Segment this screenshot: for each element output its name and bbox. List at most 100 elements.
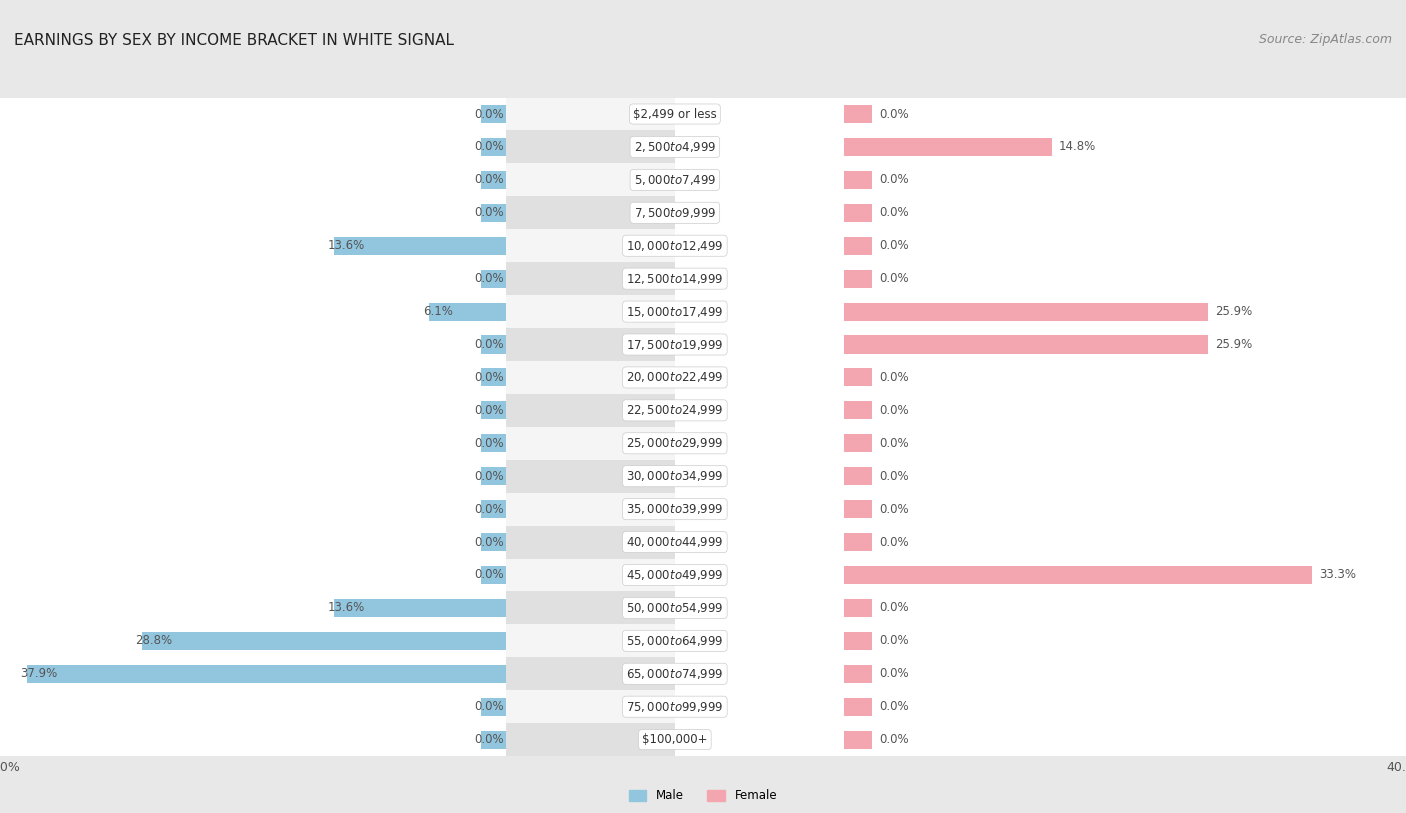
- Bar: [844, 105, 872, 123]
- Bar: [0, 592, 675, 624]
- Text: 0.0%: 0.0%: [879, 733, 908, 746]
- Bar: [844, 270, 872, 288]
- Text: 0.0%: 0.0%: [879, 667, 908, 680]
- Text: 0.0%: 0.0%: [879, 107, 908, 120]
- Bar: [844, 500, 872, 518]
- Bar: [844, 599, 872, 617]
- Text: 14.8%: 14.8%: [1059, 141, 1095, 154]
- Text: 13.6%: 13.6%: [328, 239, 366, 252]
- Bar: [0, 526, 844, 559]
- Text: $10,000 to $12,499: $10,000 to $12,499: [626, 239, 724, 253]
- Bar: [844, 467, 872, 485]
- Bar: [481, 204, 506, 222]
- Text: EARNINGS BY SEX BY INCOME BRACKET IN WHITE SIGNAL: EARNINGS BY SEX BY INCOME BRACKET IN WHI…: [14, 33, 454, 47]
- Bar: [335, 599, 506, 617]
- Text: 6.1%: 6.1%: [423, 305, 453, 318]
- Text: 0.0%: 0.0%: [475, 141, 505, 154]
- Text: $100,000+: $100,000+: [643, 733, 707, 746]
- Bar: [0, 263, 675, 295]
- Bar: [844, 336, 1208, 354]
- Text: 0.0%: 0.0%: [475, 371, 505, 384]
- Bar: [0, 394, 675, 427]
- Text: $5,000 to $7,499: $5,000 to $7,499: [634, 173, 716, 187]
- Text: 33.3%: 33.3%: [1319, 568, 1355, 581]
- Bar: [844, 237, 872, 254]
- Text: $65,000 to $74,999: $65,000 to $74,999: [626, 667, 724, 680]
- Bar: [0, 559, 675, 592]
- Bar: [0, 295, 675, 328]
- Bar: [481, 105, 506, 123]
- Bar: [506, 690, 1406, 724]
- Text: 0.0%: 0.0%: [879, 470, 908, 483]
- Bar: [0, 263, 844, 295]
- Bar: [0, 197, 675, 229]
- Bar: [0, 690, 675, 724]
- Text: $7,500 to $9,999: $7,500 to $9,999: [634, 206, 716, 220]
- Bar: [0, 361, 675, 394]
- Bar: [335, 237, 506, 254]
- Bar: [506, 460, 1406, 493]
- Bar: [844, 434, 872, 452]
- Text: 0.0%: 0.0%: [475, 700, 505, 713]
- Bar: [0, 624, 675, 657]
- Text: 0.0%: 0.0%: [475, 207, 505, 220]
- Bar: [0, 361, 844, 394]
- Bar: [0, 427, 844, 460]
- Bar: [481, 171, 506, 189]
- Bar: [844, 632, 872, 650]
- Bar: [481, 698, 506, 715]
- Text: 0.0%: 0.0%: [475, 272, 505, 285]
- Bar: [844, 402, 872, 420]
- Text: 0.0%: 0.0%: [475, 173, 505, 186]
- Bar: [0, 526, 675, 559]
- Text: 0.0%: 0.0%: [475, 338, 505, 351]
- Bar: [0, 460, 675, 493]
- Text: 0.0%: 0.0%: [475, 733, 505, 746]
- Text: 0.0%: 0.0%: [475, 107, 505, 120]
- Text: 0.0%: 0.0%: [475, 404, 505, 417]
- Bar: [506, 592, 1406, 624]
- Text: 0.0%: 0.0%: [475, 502, 505, 515]
- Text: 0.0%: 0.0%: [879, 371, 908, 384]
- Bar: [506, 724, 1406, 756]
- Bar: [0, 690, 844, 724]
- Bar: [0, 163, 675, 197]
- Text: 0.0%: 0.0%: [879, 634, 908, 647]
- Text: $35,000 to $39,999: $35,000 to $39,999: [626, 502, 724, 516]
- Text: $50,000 to $54,999: $50,000 to $54,999: [626, 601, 724, 615]
- Text: 0.0%: 0.0%: [475, 437, 505, 450]
- Bar: [481, 467, 506, 485]
- Text: $75,000 to $99,999: $75,000 to $99,999: [626, 700, 724, 714]
- Bar: [0, 427, 675, 460]
- Bar: [844, 204, 872, 222]
- Bar: [0, 229, 844, 263]
- Bar: [142, 632, 506, 650]
- Text: 13.6%: 13.6%: [328, 602, 366, 615]
- Text: 0.0%: 0.0%: [475, 536, 505, 549]
- Bar: [0, 724, 844, 756]
- Bar: [481, 566, 506, 584]
- Bar: [506, 394, 1406, 427]
- Bar: [506, 130, 1406, 163]
- Text: 0.0%: 0.0%: [879, 272, 908, 285]
- Bar: [844, 302, 1208, 320]
- Bar: [481, 368, 506, 386]
- Bar: [0, 460, 844, 493]
- Text: 0.0%: 0.0%: [475, 470, 505, 483]
- Text: $17,500 to $19,999: $17,500 to $19,999: [626, 337, 724, 351]
- Bar: [0, 229, 675, 263]
- Bar: [0, 295, 844, 328]
- Text: $12,500 to $14,999: $12,500 to $14,999: [626, 272, 724, 285]
- Text: 0.0%: 0.0%: [879, 207, 908, 220]
- Bar: [506, 526, 1406, 559]
- Text: $22,500 to $24,999: $22,500 to $24,999: [626, 403, 724, 417]
- Bar: [506, 559, 1406, 592]
- Bar: [0, 394, 844, 427]
- Bar: [0, 724, 675, 756]
- Bar: [0, 493, 844, 526]
- Bar: [506, 328, 1406, 361]
- Bar: [844, 731, 872, 749]
- Bar: [506, 197, 1406, 229]
- Text: 0.0%: 0.0%: [879, 173, 908, 186]
- Bar: [844, 138, 1052, 156]
